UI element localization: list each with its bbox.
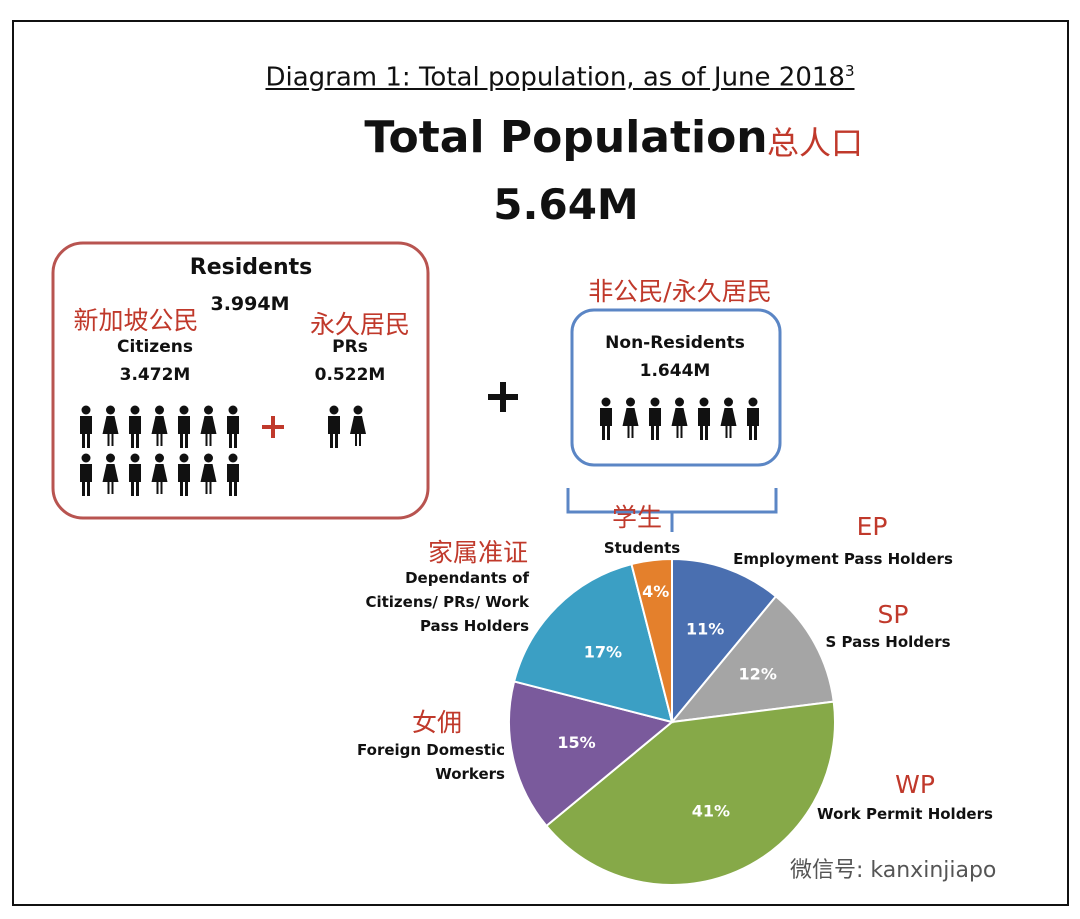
person-head — [626, 397, 635, 407]
person-body — [129, 464, 141, 496]
category-label: Employment Pass Holders — [733, 550, 953, 568]
person-body — [80, 464, 92, 496]
person-head — [204, 405, 213, 415]
citizens-label: Citizens — [117, 337, 193, 357]
person-head — [601, 397, 611, 407]
prs-value: 0.522M — [314, 365, 386, 385]
prs-label: PRs — [332, 337, 368, 357]
person-body — [227, 416, 239, 448]
person-head — [155, 453, 164, 463]
person-body — [328, 416, 340, 448]
person-head — [675, 397, 684, 407]
person-body — [649, 408, 661, 440]
person-body — [227, 464, 239, 496]
category-code: WP — [895, 770, 935, 799]
person-body — [151, 464, 168, 494]
category-label: Foreign Domestic Workers — [357, 741, 505, 783]
person-body — [350, 416, 366, 446]
title-note: 3 — [844, 62, 855, 80]
person-head — [228, 453, 238, 463]
person-body — [200, 464, 217, 494]
person-head — [724, 397, 733, 407]
person-body — [698, 408, 710, 440]
pie-slice — [671, 557, 778, 725]
person-head — [699, 397, 709, 407]
person-body — [622, 408, 639, 438]
slice-label: 17% — [584, 642, 622, 661]
brace — [566, 488, 778, 532]
frame — [12, 20, 1069, 906]
slice-label: 15% — [557, 733, 595, 752]
person-head — [179, 405, 189, 415]
residents-total: 3.994M — [210, 293, 290, 315]
person-head — [155, 405, 164, 415]
people-icons — [80, 397, 759, 496]
person-body — [178, 416, 190, 448]
slice-label: 41% — [692, 801, 730, 820]
person-head — [106, 453, 115, 463]
citizens-zh: 新加坡公民 — [73, 306, 199, 335]
citizens-value: 3.472M — [119, 365, 191, 385]
category-code: EP — [856, 512, 888, 541]
person-body — [102, 416, 119, 446]
pie-slice — [512, 562, 674, 724]
slice-label: 4% — [642, 582, 669, 601]
person-body — [747, 408, 759, 440]
person-body — [80, 416, 92, 448]
non-residents-title: Non-Residents — [605, 333, 745, 353]
pie-slice — [669, 594, 835, 724]
pie: 11% 12% 41% 15% 17% 4% — [508, 557, 836, 886]
person-head — [81, 453, 91, 463]
person-head — [106, 405, 115, 415]
total: 5.64M — [493, 180, 639, 229]
person-body — [600, 408, 612, 440]
person-body — [151, 416, 168, 446]
person-body — [178, 464, 190, 496]
title-text: Diagram 1: Total population, as of June … — [265, 62, 845, 93]
plus-large — [488, 382, 518, 412]
heading: Total Population — [364, 112, 768, 163]
non-residents-box — [570, 308, 782, 467]
title: Diagram 1: Total population, as of June … — [266, 62, 855, 93]
person-head — [329, 405, 339, 415]
category-code: 学生 — [611, 503, 663, 532]
pie-slice — [544, 700, 836, 886]
person-head — [204, 453, 213, 463]
pie-slice — [508, 680, 675, 828]
category-code: SP — [877, 600, 909, 629]
category-code: 女佣 — [411, 708, 463, 737]
slice-label: 12% — [739, 664, 777, 683]
non-residents-total: 1.644M — [639, 361, 711, 381]
person-body — [720, 408, 737, 438]
residents-title: Residents — [189, 255, 313, 280]
person-body — [200, 416, 217, 446]
pie-slice — [630, 557, 673, 723]
category-label: S Pass Holders — [825, 633, 951, 651]
person-body — [129, 416, 141, 448]
category-label: Work Permit Holders — [817, 805, 993, 823]
prs-zh: 永久居民 — [309, 310, 411, 339]
person-body — [102, 464, 119, 494]
watermark: 微信号: kanxinjiapo — [790, 858, 997, 883]
person-head — [650, 397, 660, 407]
non-residents-zh: 非公民/永久居民 — [588, 277, 772, 306]
person-body — [671, 408, 688, 438]
person-head — [81, 405, 91, 415]
category-code: 家属准证 — [427, 538, 529, 567]
residents-box — [51, 241, 430, 520]
person-head — [130, 453, 140, 463]
person-head — [179, 453, 189, 463]
heading-zh: 总人口 — [766, 124, 864, 162]
plus-small — [262, 416, 284, 438]
category-label: Students — [603, 539, 681, 557]
slice-label: 11% — [686, 619, 724, 638]
person-head — [353, 405, 363, 415]
person-head — [748, 397, 758, 407]
category-label: Dependants of Citizens/ PRs/ Work Pass H… — [365, 569, 529, 635]
person-head — [228, 405, 238, 415]
person-head — [130, 405, 140, 415]
